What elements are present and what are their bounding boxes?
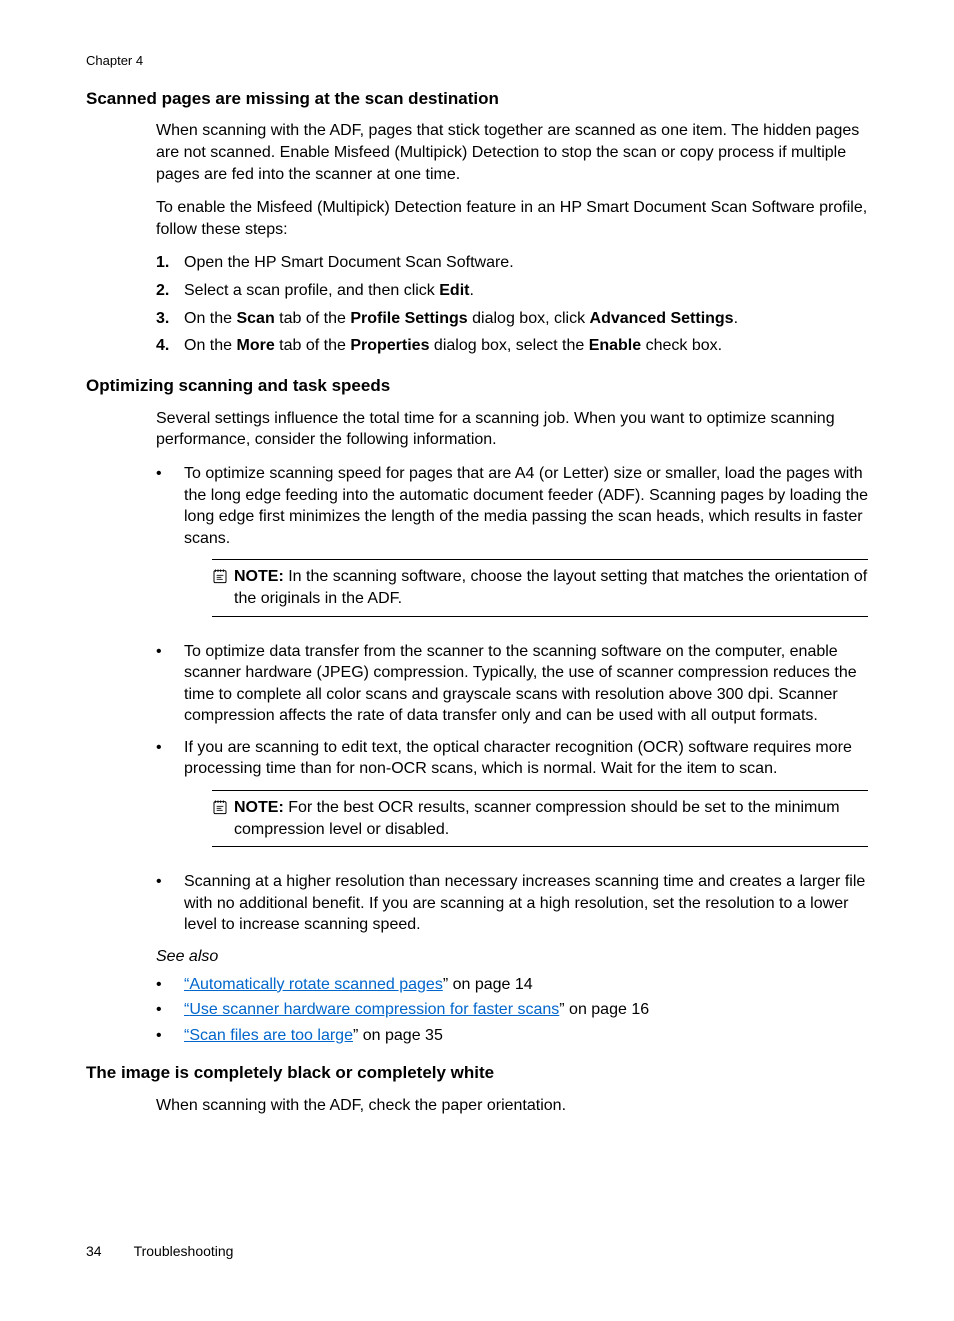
- link-files-too-large[interactable]: “Scan files are too large: [184, 1027, 353, 1044]
- link-item: • “Automatically rotate scanned pages” o…: [156, 974, 868, 996]
- link-suffix: ” on page 16: [559, 1001, 649, 1018]
- paragraph: When scanning with the ADF, check the pa…: [156, 1095, 868, 1117]
- footer-section: Troubleshooting: [134, 1243, 234, 1259]
- see-also-links: • “Automatically rotate scanned pages” o…: [156, 974, 868, 1047]
- link-item: • “Scan files are too large” on page 35: [156, 1025, 868, 1047]
- note-icon: [212, 797, 234, 840]
- note-text: NOTE: For the best OCR results, scanner …: [234, 797, 868, 840]
- list-text: If you are scanning to edit text, the op…: [184, 739, 852, 778]
- step-item: 4. On the More tab of the Properties dia…: [156, 335, 868, 357]
- page-footer: 34 Troubleshooting: [86, 1242, 233, 1261]
- list-item: • To optimize data transfer from the sca…: [156, 641, 868, 727]
- note-text: NOTE: In the scanning software, choose t…: [234, 566, 868, 609]
- heading-missing-pages: Scanned pages are missing at the scan de…: [86, 88, 868, 111]
- bullet-icon: •: [156, 463, 184, 631]
- list-text: To optimize data transfer from the scann…: [184, 641, 868, 727]
- link-suffix: ” on page 35: [353, 1027, 443, 1044]
- note-box: NOTE: In the scanning software, choose t…: [212, 559, 868, 616]
- heading-black-white: The image is completely black or complet…: [86, 1062, 868, 1085]
- bullet-icon: •: [156, 1025, 184, 1047]
- bullet-icon: •: [156, 974, 184, 996]
- bullet-icon: •: [156, 871, 184, 936]
- chapter-label: Chapter 4: [86, 52, 868, 70]
- bullet-icon: •: [156, 999, 184, 1021]
- see-also-label: See also: [156, 946, 868, 968]
- step-text: Open the HP Smart Document Scan Software…: [184, 252, 514, 274]
- note-icon: [212, 566, 234, 609]
- link-hardware-compression[interactable]: “Use scanner hardware compression for fa…: [184, 1001, 559, 1018]
- step-number: 3.: [156, 308, 184, 330]
- step-number: 1.: [156, 252, 184, 274]
- page-number: 34: [86, 1242, 102, 1261]
- bullet-icon: •: [156, 737, 184, 861]
- link-rotate-pages[interactable]: “Automatically rotate scanned pages: [184, 976, 443, 993]
- list-item: • Scanning at a higher resolution than n…: [156, 871, 868, 936]
- heading-optimizing: Optimizing scanning and task speeds: [86, 375, 868, 398]
- list-item: • To optimize scanning speed for pages t…: [156, 463, 868, 631]
- note-box: NOTE: For the best OCR results, scanner …: [212, 790, 868, 847]
- paragraph: To enable the Misfeed (Multipick) Detect…: [156, 197, 868, 240]
- step-item: 2. Select a scan profile, and then click…: [156, 280, 868, 302]
- bullet-list: • To optimize scanning speed for pages t…: [156, 463, 868, 936]
- step-text: On the More tab of the Properties dialog…: [184, 335, 722, 357]
- link-suffix: ” on page 14: [443, 976, 533, 993]
- step-number: 2.: [156, 280, 184, 302]
- step-item: 1. Open the HP Smart Document Scan Softw…: [156, 252, 868, 274]
- step-text: On the Scan tab of the Profile Settings …: [184, 308, 738, 330]
- step-number: 4.: [156, 335, 184, 357]
- list-item: • If you are scanning to edit text, the …: [156, 737, 868, 861]
- list-text: Scanning at a higher resolution than nec…: [184, 871, 868, 936]
- step-text: Select a scan profile, and then click Ed…: [184, 280, 474, 302]
- paragraph: Several settings influence the total tim…: [156, 408, 868, 451]
- step-item: 3. On the Scan tab of the Profile Settin…: [156, 308, 868, 330]
- paragraph: When scanning with the ADF, pages that s…: [156, 120, 868, 185]
- list-text: To optimize scanning speed for pages tha…: [184, 465, 868, 547]
- bullet-icon: •: [156, 641, 184, 727]
- link-item: • “Use scanner hardware compression for …: [156, 999, 868, 1021]
- numbered-steps: 1. Open the HP Smart Document Scan Softw…: [156, 252, 868, 356]
